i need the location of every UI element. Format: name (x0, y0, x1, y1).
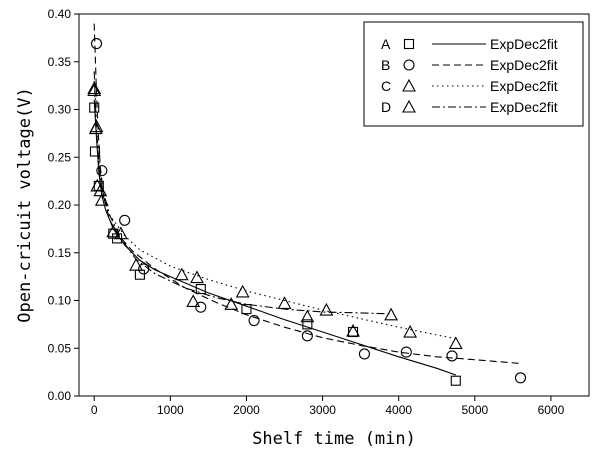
x-tick-label: 3000 (309, 403, 336, 417)
data-point-d (93, 183, 108, 197)
legend-marker (403, 38, 415, 50)
legend: A ExpDec2fit B ExpDec2fit C ExpDec2fit D ExpDec… (363, 21, 584, 127)
data-point-c (94, 193, 109, 206)
fit-curves (93, 23, 521, 376)
data-point-a (241, 304, 252, 315)
legend-series-name: D (381, 99, 391, 115)
data-points (87, 38, 527, 386)
y-tick-label: 0.10 (48, 294, 72, 308)
y-tick-label: 0.20 (48, 198, 72, 212)
legend-fit-label: ExpDec2fit (490, 57, 558, 73)
legend-marker (402, 78, 416, 92)
data-point-d (87, 83, 102, 96)
data-point-b (400, 346, 412, 358)
data-point-b (301, 330, 313, 342)
legend-series-name: A (381, 36, 391, 52)
x-tick-label: 4000 (385, 403, 412, 417)
y-tick-label: 0.00 (48, 389, 72, 403)
data-point-d (346, 323, 360, 337)
y-tick-label: 0.35 (48, 55, 72, 69)
data-point-c (448, 336, 463, 350)
x-tick-label: 0 (91, 403, 98, 417)
data-point-d (186, 294, 201, 308)
data-point-d (106, 224, 121, 238)
data-point-b (96, 165, 108, 177)
fit-curve-d (93, 71, 392, 315)
data-point-c (319, 302, 334, 316)
data-point-b (358, 348, 370, 360)
x-tick-label: 5000 (461, 403, 488, 417)
x-axis-title: Shelf time (min) (252, 429, 416, 449)
data-point-c (174, 267, 189, 281)
data-point-d (300, 309, 315, 323)
y-tick-label: 0.05 (48, 341, 72, 355)
data-point-c (87, 81, 102, 95)
data-point-a (89, 102, 100, 113)
legend-box (363, 21, 584, 127)
y-tick-label: 0.25 (48, 150, 72, 164)
data-point-b (195, 301, 207, 313)
data-point-c (403, 324, 418, 338)
data-point-d (384, 307, 399, 321)
data-point-b (90, 38, 103, 50)
legend-fit-label: ExpDec2fit (490, 36, 558, 52)
x-tick-label: 2000 (233, 403, 260, 417)
data-point-a (195, 283, 206, 295)
data-point-c (277, 296, 292, 309)
data-point-d (224, 297, 239, 310)
data-point-b (248, 315, 260, 327)
legend-fit-label: ExpDec2fit (490, 99, 558, 115)
data-point-b (514, 372, 527, 384)
x-tick-label: 6000 (538, 403, 565, 417)
y-tick-label: 0.30 (48, 103, 72, 117)
data-point-b (446, 350, 458, 362)
y-tick-label: 0.40 (48, 7, 72, 21)
data-point-c (190, 270, 204, 284)
data-point-d (129, 258, 144, 271)
ticks-layer: 0 1000 2000 3000 4000 5000 6000 0.00 0.05 0.10 0.1… (48, 7, 565, 417)
data-point-d (89, 119, 104, 133)
legend-marker (403, 59, 415, 71)
legend-fit-label: ExpDec2fit (490, 78, 558, 94)
y-tick-label: 0.15 (48, 246, 72, 260)
data-point-a (450, 375, 461, 386)
legend-series-name: C (381, 78, 391, 94)
x-tick-label: 1000 (157, 403, 184, 417)
fit-curve-b (93, 23, 521, 365)
legend-marker (402, 99, 416, 113)
data-point-a (89, 146, 101, 157)
y-axis-title: Open-cricuit voltage(V) (15, 87, 35, 322)
data-point-c (235, 284, 250, 298)
data-point-b (138, 263, 150, 275)
data-point-a (302, 319, 313, 330)
fit-curve-a (93, 99, 456, 376)
legend-series-name: B (381, 57, 390, 73)
data-point-b (119, 214, 131, 226)
